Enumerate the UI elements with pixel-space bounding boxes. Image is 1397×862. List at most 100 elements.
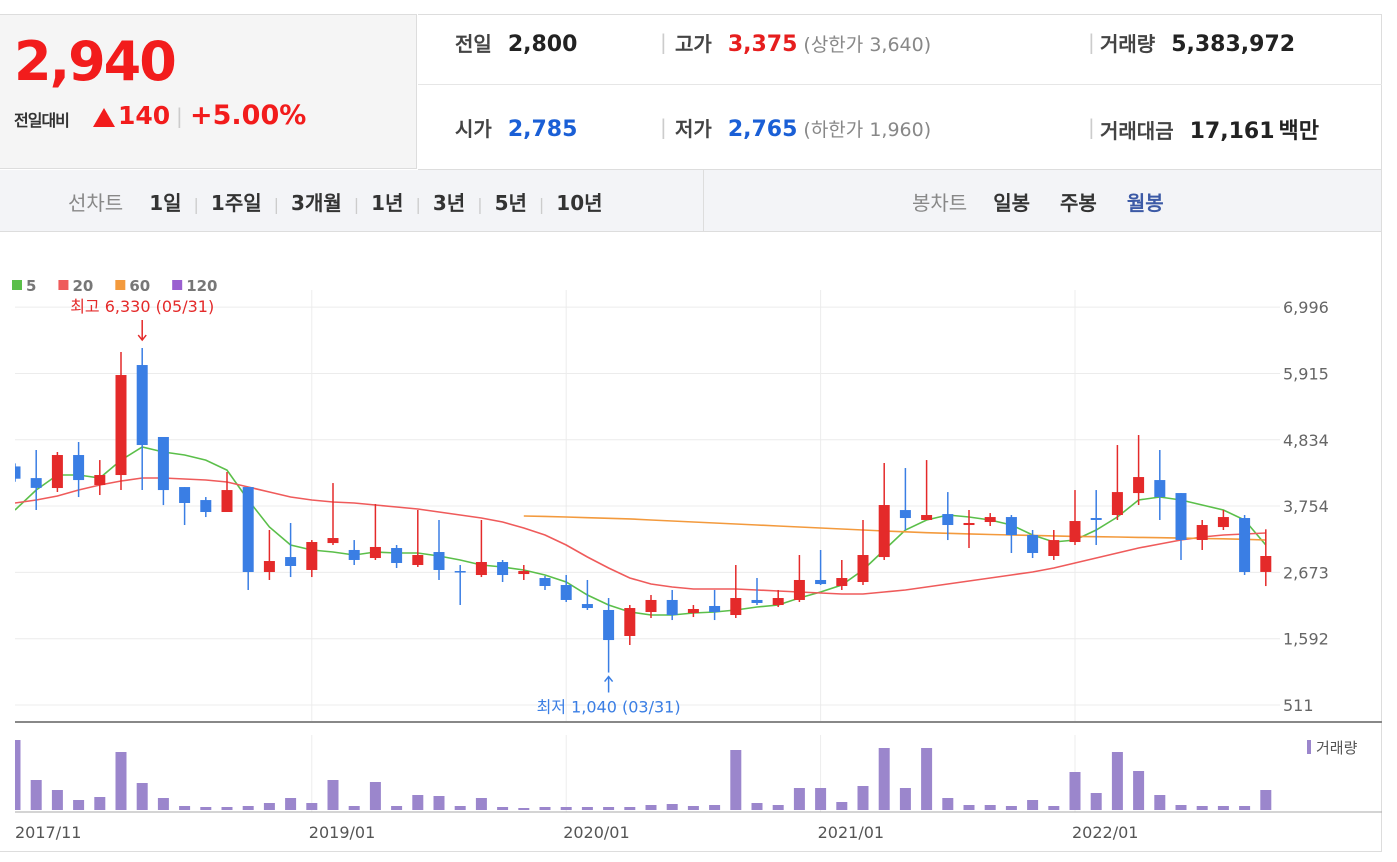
candle-body [942,514,954,526]
stat-value: 2,785 [507,117,578,142]
candle-body [221,490,233,513]
stat-unit: 백만 [1278,119,1319,144]
divider [703,170,704,232]
candle-body [1196,525,1208,540]
candle-body [348,549,360,560]
limit-value: 1,960 [869,119,924,141]
tab[interactable]: 5년 [494,191,527,215]
candle-body [984,517,996,523]
candle-body [1260,555,1272,572]
candle-body [1111,492,1123,516]
candle-body [454,571,466,573]
candle-body [751,599,763,603]
volume-bar [369,782,381,810]
separator: | [193,195,199,214]
stat-value: 2,800 [507,32,578,57]
tab[interactable]: 3개월 [291,191,342,215]
volume-bar [815,788,827,810]
volume-bar [73,800,85,810]
candle-body [624,608,636,636]
candle-body [539,578,551,586]
volume-bar [454,806,466,810]
volume-bar [179,806,191,810]
volume-bar [687,806,699,810]
tab-group-label: 선차트 [68,191,124,215]
chart-frame [0,232,1382,852]
stat-label: 시가 [455,117,492,141]
candle-tabs: 봉차트 일봉 주봉 월봉 [912,187,1164,216]
tab[interactable]: 월봉 [1126,191,1164,215]
volume-bar [157,798,169,810]
ma-line [15,477,1266,595]
volume-bar [709,805,721,810]
legend-swatch [12,280,22,290]
candle-body [1005,517,1017,536]
stat-value: 2,765 [727,117,798,142]
legend-swatch [58,280,69,290]
candle-body [179,487,191,503]
annotation-arrow [604,675,614,693]
volume-bar [624,807,636,810]
candle-body [1154,480,1166,498]
stat-label: 전일 [455,32,492,56]
volume-bar [433,796,445,810]
volume-bar [348,806,360,810]
tab-group-label: 봉차트 [912,191,968,215]
candle-body [857,555,869,583]
stat-label: 저가 [675,117,712,141]
limit-label: 하한가 [810,119,864,141]
candle-body [1027,535,1039,553]
tab[interactable]: 주봉 [1060,191,1097,215]
candle-body [433,552,445,570]
volume-bar [878,748,890,810]
tab[interactable]: 10년 [556,191,603,215]
volume-bar [984,805,996,810]
tab[interactable]: 1년 [371,191,404,215]
tabs-row [0,170,1382,232]
volume-bar [94,797,106,810]
limit-label: 상한가 [810,34,864,56]
ma-line [523,515,1266,541]
legend-swatch [1307,740,1311,754]
candle-body [836,578,848,586]
volume-bar [391,806,403,810]
tab[interactable]: 1주일 [210,191,262,215]
volume-bar [30,780,42,810]
legend-label: 60 [129,277,150,295]
x-tick-label: 2021/01 [818,823,884,842]
volume-bar [285,798,297,810]
candle-body [603,609,615,641]
volume-bar [963,805,975,810]
x-tick-label: 2020/01 [563,823,629,842]
stat-value: 17,161 [1189,119,1275,144]
tab[interactable]: 1일 [149,191,182,215]
candle-body [921,515,933,520]
limit: (하한가 1,960) [803,119,932,141]
candle-body [73,455,85,481]
high-annotation: 최고 6,330 (05/31) [70,297,214,316]
y-tick-label: 3,754 [1283,497,1329,516]
volume-bar [242,806,254,810]
tab[interactable]: 3년 [432,191,466,215]
volume-bar [836,802,848,810]
volume-bar [115,752,127,810]
volume-bar [942,798,954,810]
candle-body [369,546,381,559]
candle-body [1133,477,1145,494]
separator: | [353,195,360,214]
volume-bar [857,786,869,810]
volume-bar [1005,806,1017,810]
volume-bar [15,740,21,810]
legend-swatch [115,280,126,290]
change: 140 [118,101,171,130]
tab[interactable]: 일봉 [993,191,1031,215]
candle-body [475,562,487,576]
limit: (상한가 3,640) [803,34,932,56]
volume-bar [1217,806,1229,810]
change-label: 전일대비 [14,111,70,130]
volume-bar [730,750,742,810]
stat-label: 거래량 [1100,32,1156,56]
candle-body [412,555,424,566]
price: 2,940 [14,30,177,93]
